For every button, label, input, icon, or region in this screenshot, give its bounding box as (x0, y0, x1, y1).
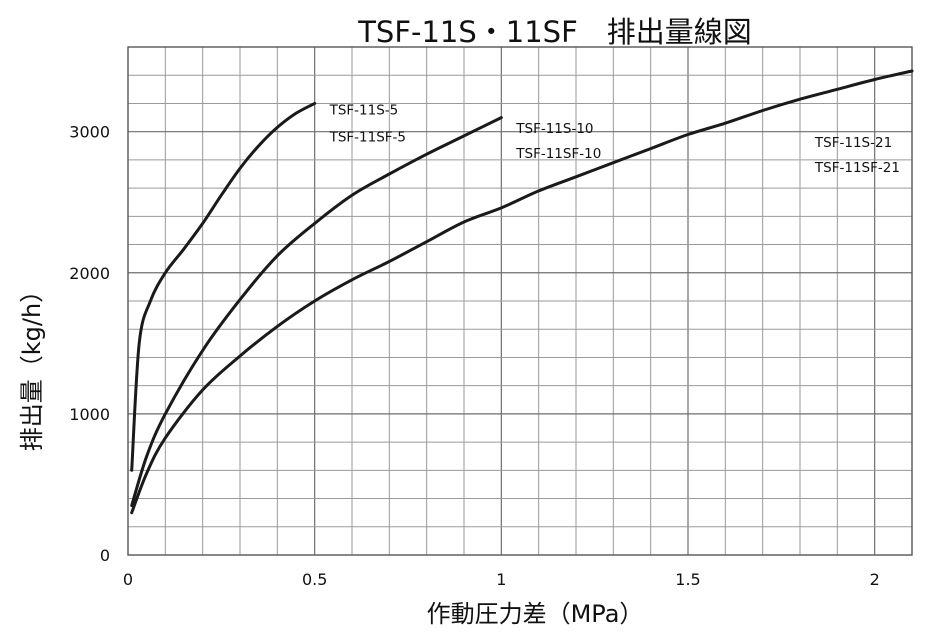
x-tick-label: 1 (496, 570, 506, 589)
series-line (130, 69, 914, 515)
series-label: TSF-11S-21 (814, 135, 892, 151)
plot-frame (127, 46, 913, 556)
series-labels: TSF-11S-5 TSF-11SF-5 TSF-11S-10 TSF-11SF-10… (329, 103, 900, 176)
series-line (130, 116, 503, 508)
series-line (130, 101, 317, 472)
y-tick-label: 1000 (69, 405, 110, 424)
x-tick-label: 2 (870, 570, 880, 589)
x-axis-title: 作動圧力差（MPa） (427, 600, 644, 628)
axis-ticks: 0 0.5 1 1.5 2 0 1000 2000 3000 (69, 123, 879, 589)
series-label: TSF-11SF-21 (814, 160, 900, 176)
series-label: TSF-11S-5 (329, 103, 399, 119)
x-tick-label: 0 (123, 570, 133, 589)
y-tick-label: 0 (100, 546, 110, 565)
y-axis-title: 排出量（kg/h） (18, 279, 46, 451)
x-tick-label: 1.5 (675, 570, 700, 589)
plot-grid (128, 47, 912, 555)
series-label: TSF-11S-10 (515, 121, 593, 137)
y-tick-label: 2000 (69, 264, 110, 283)
series-label: TSF-11SF-5 (329, 130, 406, 146)
series-label: TSF-11SF-10 (515, 146, 601, 162)
x-tick-label: 0.5 (302, 570, 327, 589)
chart-title: TSF-11S・11SF 排出量線図 (357, 15, 752, 49)
y-tick-label: 3000 (69, 123, 110, 142)
series-curves (130, 69, 914, 515)
